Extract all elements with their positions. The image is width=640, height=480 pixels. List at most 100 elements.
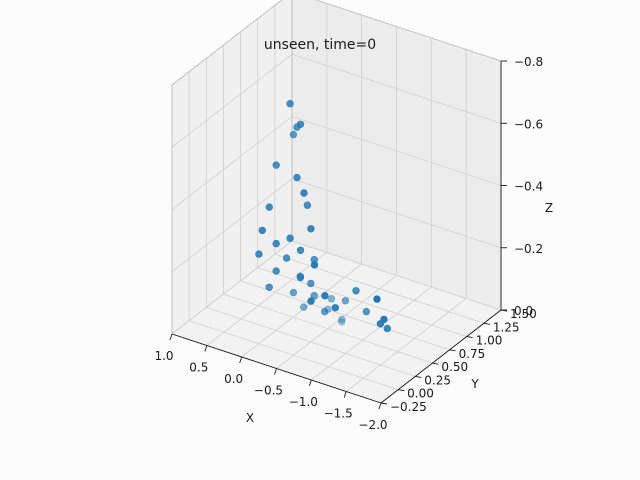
chart-title: unseen, time=0 (264, 37, 376, 53)
y-tick-label: 0.75 (459, 347, 486, 361)
scatter-point (293, 173, 301, 182)
y-tick-label: 0.25 (424, 373, 451, 387)
x-tick (343, 391, 347, 398)
z-tick-label: −0.8 (514, 55, 543, 69)
scatter-point (300, 189, 308, 197)
z-gridline (291, 116, 502, 186)
scatter-point (310, 261, 319, 269)
z-tick-label: −0.4 (514, 180, 543, 194)
scatter-point (265, 283, 273, 291)
x-tick-label: 1.0 (154, 349, 173, 363)
tick-labels: 1.00.50.0−0.5−1.0−1.5−2.0−0.250.000.250.… (154, 55, 543, 432)
x-tick (308, 379, 312, 387)
y-tick (449, 349, 456, 352)
scatter-point (307, 225, 315, 233)
y-tick-label: 0.50 (441, 360, 468, 374)
y-tick (432, 362, 439, 365)
x-tick-label: −1.0 (289, 395, 318, 409)
scatter-point (303, 201, 312, 209)
x-gridline (345, 298, 467, 392)
scatter-point (272, 239, 280, 248)
scatter-point (272, 161, 280, 169)
y-gridline (274, 253, 484, 324)
x-gridline (276, 275, 397, 369)
x-tick (169, 333, 173, 341)
z-tick-label: −0.2 (514, 242, 543, 256)
x-axis-label: X (246, 411, 254, 425)
x-tick (274, 368, 277, 375)
scatter-point (327, 295, 336, 303)
scatter-point (286, 234, 294, 242)
scatter-point (338, 318, 346, 326)
scatter-point (286, 99, 294, 108)
scatter-point (338, 315, 346, 324)
y-tick (398, 389, 405, 392)
y-tick-label: 1.50 (510, 307, 537, 321)
y-axis-label: Y (470, 377, 479, 391)
scatter-point (331, 304, 339, 312)
scatter-point (272, 267, 280, 275)
x-gridline (241, 263, 362, 358)
y-tick-label: 0.00 (407, 387, 434, 401)
data-points (255, 99, 391, 333)
z-gridline (171, 178, 293, 273)
axis-panes (172, 0, 501, 403)
side-pane (172, 0, 292, 334)
x-gridline (206, 252, 328, 346)
z-tick-label: −0.6 (514, 117, 543, 131)
scatter-point (289, 288, 298, 297)
x-tick-label: 0.5 (189, 361, 208, 375)
scatter-point (383, 324, 391, 333)
scatter-point (362, 307, 371, 316)
x-tick (239, 356, 243, 364)
scatter-point (341, 297, 350, 305)
scatter-point (265, 203, 273, 211)
pane-edge (171, 0, 283, 86)
y-tick-label: −0.25 (390, 400, 427, 414)
scatter-point (255, 250, 263, 258)
scatter-point (380, 315, 388, 324)
y-gridline (189, 320, 399, 391)
scatter-point (258, 226, 266, 235)
y-gridline (240, 280, 450, 351)
scatter-point (321, 307, 329, 316)
z-tick-label: 0.0 (514, 304, 533, 318)
z-gridline (291, 178, 502, 249)
z-gridline (171, 240, 293, 335)
scatter-point (352, 287, 360, 295)
z-gridline (171, 53, 293, 148)
x-tick-label: 0.0 (224, 372, 243, 386)
scatter-point (321, 292, 329, 300)
scatter-point (307, 279, 315, 288)
scatter-point (310, 292, 318, 300)
scatter-point (282, 254, 291, 262)
scatter-point (373, 295, 381, 303)
pane-edge (314, 0, 502, 62)
y-tick-label: 1.00 (476, 334, 503, 348)
y-gridline (257, 267, 467, 337)
z-gridline (291, 53, 502, 124)
z-gridline (291, 240, 502, 311)
x-tick-label: −0.5 (254, 384, 283, 398)
z-gridline (171, 116, 293, 210)
x-gridline (311, 286, 432, 381)
y-axis-line (380, 309, 502, 404)
x-tick (204, 345, 208, 352)
scatter-point (296, 273, 305, 282)
y-tick-label: 1.25 (493, 320, 520, 334)
y-tick (483, 322, 490, 325)
z-axis-label: Z (545, 201, 553, 215)
y-tick (415, 375, 422, 378)
y-tick (466, 336, 473, 339)
x-tick-label: −1.5 (324, 407, 353, 421)
y-tick (380, 402, 388, 405)
x-tick-label: −2.0 (358, 418, 387, 432)
scatter-point (296, 120, 305, 129)
scatter-point (289, 130, 298, 139)
axis-lines (169, 0, 508, 410)
scatter-point (307, 297, 315, 305)
scatter-point (296, 246, 305, 255)
y-gridline (206, 307, 416, 377)
scatter-point (300, 303, 308, 311)
